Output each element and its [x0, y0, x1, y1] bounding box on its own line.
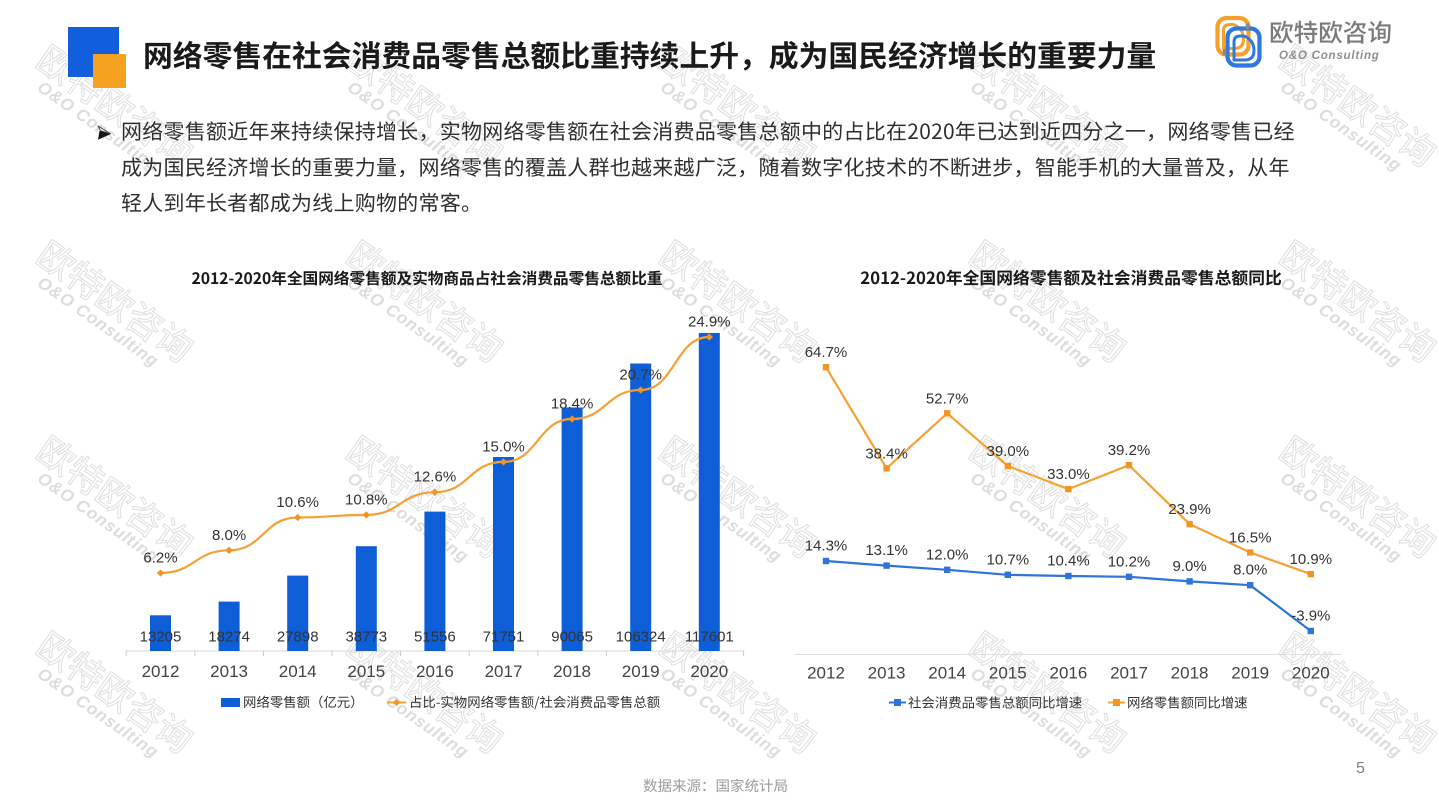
- svg-text:10.8%: 10.8%: [345, 491, 388, 508]
- svg-text:2012: 2012: [807, 664, 845, 683]
- svg-text:2017: 2017: [485, 662, 523, 681]
- svg-text:6.2%: 6.2%: [143, 550, 177, 567]
- svg-text:16.5%: 16.5%: [1229, 530, 1272, 547]
- svg-text:2018: 2018: [1171, 664, 1209, 683]
- svg-text:117601: 117601: [685, 629, 734, 646]
- svg-text:2014: 2014: [279, 662, 317, 681]
- svg-text:38.4%: 38.4%: [865, 445, 908, 462]
- svg-text:10.6%: 10.6%: [276, 494, 319, 511]
- svg-text:15.0%: 15.0%: [482, 438, 525, 455]
- svg-text:52.7%: 52.7%: [926, 390, 969, 407]
- svg-text:2016: 2016: [1049, 664, 1087, 683]
- svg-text:2015: 2015: [989, 664, 1027, 683]
- svg-text:2013: 2013: [210, 662, 248, 681]
- svg-text:18.4%: 18.4%: [551, 396, 594, 413]
- svg-text:27898: 27898: [277, 629, 319, 646]
- svg-text:33.0%: 33.0%: [1047, 466, 1090, 483]
- svg-text:18274: 18274: [208, 629, 250, 646]
- svg-text:14.3%: 14.3%: [805, 538, 848, 555]
- svg-text:2018: 2018: [553, 662, 591, 681]
- svg-text:64.7%: 64.7%: [805, 344, 848, 361]
- svg-text:20.7%: 20.7%: [619, 367, 662, 384]
- svg-text:8.0%: 8.0%: [1233, 562, 1267, 579]
- svg-text:8.0%: 8.0%: [212, 527, 246, 544]
- svg-text:10.2%: 10.2%: [1108, 553, 1151, 570]
- svg-text:12.0%: 12.0%: [926, 546, 969, 563]
- svg-text:2017: 2017: [1110, 664, 1148, 683]
- svg-text:2019: 2019: [622, 662, 660, 681]
- svg-text:38773: 38773: [345, 629, 387, 646]
- svg-text:13.1%: 13.1%: [865, 542, 908, 559]
- svg-text:23.9%: 23.9%: [1168, 501, 1211, 518]
- svg-text:13205: 13205: [140, 629, 182, 646]
- svg-text:10.9%: 10.9%: [1290, 551, 1333, 568]
- svg-text:2013: 2013: [868, 664, 906, 683]
- svg-text:39.2%: 39.2%: [1108, 442, 1151, 459]
- svg-text:39.0%: 39.0%: [987, 443, 1030, 460]
- svg-text:2012: 2012: [142, 662, 180, 681]
- svg-text:12.6%: 12.6%: [414, 469, 457, 486]
- svg-text:51556: 51556: [414, 629, 456, 646]
- svg-text:2015: 2015: [347, 662, 385, 681]
- svg-text:10.4%: 10.4%: [1047, 553, 1090, 570]
- svg-text:2020: 2020: [1292, 664, 1330, 683]
- svg-text:2016: 2016: [416, 662, 454, 681]
- svg-text:9.0%: 9.0%: [1172, 558, 1206, 575]
- svg-text:71751: 71751: [483, 629, 525, 646]
- svg-text:O&O Consulting: O&O Consulting: [1279, 50, 1380, 62]
- svg-text:2020: 2020: [690, 662, 728, 681]
- svg-text:2014: 2014: [928, 664, 966, 683]
- svg-text:10.7%: 10.7%: [987, 551, 1030, 568]
- svg-text:106324: 106324: [616, 629, 666, 646]
- svg-text:5: 5: [1356, 760, 1365, 777]
- svg-text:24.9%: 24.9%: [688, 314, 731, 331]
- svg-text:90065: 90065: [551, 629, 593, 646]
- svg-text:2019: 2019: [1231, 664, 1269, 683]
- svg-text:-3.9%: -3.9%: [1291, 608, 1330, 625]
